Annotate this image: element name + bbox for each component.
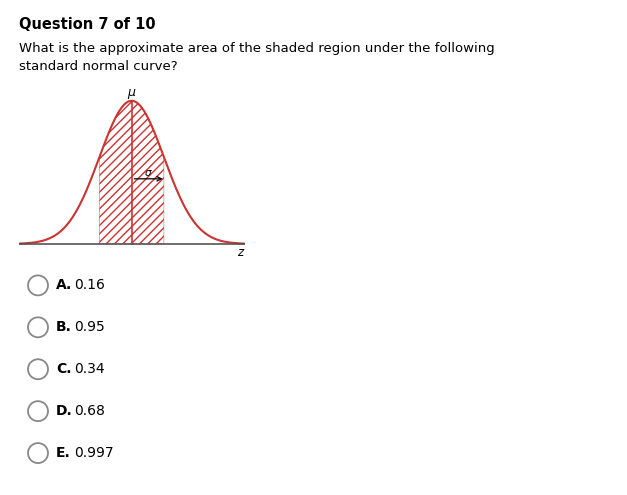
Text: What is the approximate area of the shaded region under the following: What is the approximate area of the shad… xyxy=(19,42,495,55)
Text: 0.997: 0.997 xyxy=(74,446,113,460)
Text: σ: σ xyxy=(145,168,152,178)
Text: 0.34: 0.34 xyxy=(74,362,105,376)
Text: 0.68: 0.68 xyxy=(74,404,105,418)
Text: B.: B. xyxy=(56,320,72,334)
Text: standard normal curve?: standard normal curve? xyxy=(19,60,177,73)
Text: D.: D. xyxy=(56,404,73,418)
Text: μ: μ xyxy=(128,86,135,99)
Text: E.: E. xyxy=(56,446,71,460)
Text: 0.95: 0.95 xyxy=(74,320,105,334)
Text: z: z xyxy=(237,247,243,259)
Text: C.: C. xyxy=(56,362,71,376)
Text: A.: A. xyxy=(56,278,72,293)
Text: Question 7 of 10: Question 7 of 10 xyxy=(19,17,155,32)
Text: 0.16: 0.16 xyxy=(74,278,105,293)
